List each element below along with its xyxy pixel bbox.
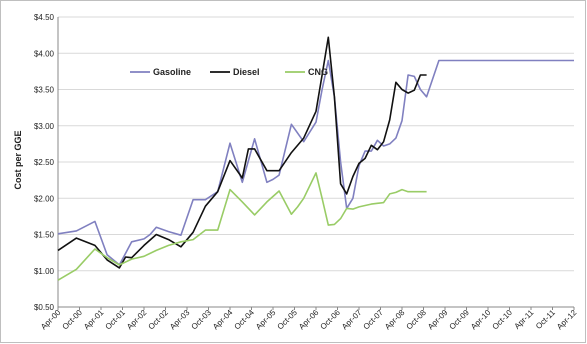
x-tick-label: Oct-04 <box>233 308 257 332</box>
x-tick-label: Oct-07 <box>362 308 386 332</box>
x-tick-label: Apr-07 <box>340 308 364 332</box>
x-tick-label: Oct-09 <box>448 308 472 332</box>
x-tick-labels: Apr-00Oct-00Apr-01Oct-01Apr-02Oct-02Apr-… <box>39 308 579 332</box>
x-tick-label: Oct-08 <box>405 308 429 332</box>
legend-label: CNG <box>308 67 328 77</box>
x-tick-label: Apr-11 <box>512 308 535 331</box>
x-tick-label: Oct-10 <box>491 308 515 332</box>
x-tick-label: Apr-05 <box>254 308 278 332</box>
y-tick-label: $1.00 <box>34 267 55 276</box>
x-tick-label: Apr-06 <box>297 308 321 332</box>
x-tick-label: Apr-02 <box>125 308 149 332</box>
series-line-gasoline <box>57 59 574 266</box>
y-tick-label: $3.50 <box>34 86 55 95</box>
y-tick-label: $4.00 <box>34 49 55 58</box>
x-tick-label: Oct-02 <box>147 308 171 332</box>
legend-label: Diesel <box>233 67 260 77</box>
y-tick-label: $4.50 <box>34 13 55 22</box>
legend: Gasoline Diesel CNG <box>130 67 328 77</box>
y-tick-label: $0.50 <box>34 303 55 312</box>
x-tick-label: Apr-04 <box>211 308 235 332</box>
x-tick-label: Apr-03 <box>168 308 192 332</box>
x-tick-label: Oct-01 <box>104 308 128 332</box>
x-tick-label: Apr-12 <box>555 308 579 332</box>
y-tick-labels: $0.50 $1.00 $1.50 $2.00 $2.50 $3.00 $3.50 $4.00… <box>34 13 55 312</box>
y-tick-label: $3.00 <box>34 122 55 131</box>
x-tick-label: Apr-09 <box>426 308 450 332</box>
y-tick-label: $2.50 <box>34 158 55 167</box>
y-tick-label: $1.50 <box>34 231 55 240</box>
x-tick-label: Oct-05 <box>276 308 300 332</box>
y-axis-title: Cost per GGE <box>13 130 23 189</box>
series-lines <box>57 36 574 281</box>
x-tick-label: Oct-11 <box>534 308 557 331</box>
axes <box>57 17 575 310</box>
x-tick-label: Apr-10 <box>469 308 493 332</box>
x-tick-label: Oct-03 <box>190 308 214 332</box>
x-tick-label: Oct-00 <box>61 308 85 332</box>
series-line-diesel <box>57 36 427 269</box>
legend-label: Gasoline <box>153 67 191 77</box>
series-line-cng <box>57 172 427 281</box>
x-tick-label: Apr-08 <box>383 308 407 332</box>
x-tick-label: Apr-01 <box>82 308 106 332</box>
y-tick-label: $2.00 <box>34 194 55 203</box>
x-tick-label: Oct-06 <box>319 308 343 332</box>
